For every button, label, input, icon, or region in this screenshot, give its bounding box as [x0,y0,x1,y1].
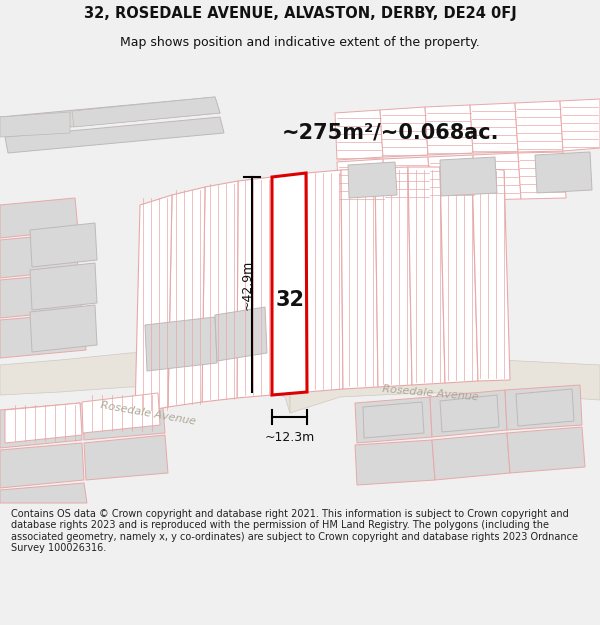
Polygon shape [348,162,397,198]
Polygon shape [505,385,582,430]
Polygon shape [337,159,386,206]
Polygon shape [432,433,510,480]
Polygon shape [428,155,476,202]
Polygon shape [82,395,165,440]
Polygon shape [30,305,97,352]
Polygon shape [72,97,220,127]
Polygon shape [5,117,224,153]
Polygon shape [363,402,424,438]
Polygon shape [0,273,82,318]
Polygon shape [30,223,97,267]
Polygon shape [0,233,78,278]
Polygon shape [375,167,412,387]
Polygon shape [515,101,563,152]
Polygon shape [0,112,70,137]
Polygon shape [135,195,172,413]
Polygon shape [0,97,220,133]
Text: ~42.9m: ~42.9m [241,259,254,309]
Polygon shape [535,152,592,193]
Polygon shape [383,157,431,203]
Polygon shape [380,107,428,157]
Polygon shape [5,403,82,443]
Polygon shape [440,157,497,196]
Text: ~12.3m: ~12.3m [265,431,314,444]
Text: Rosedale Avenue: Rosedale Avenue [100,399,196,426]
Polygon shape [560,99,600,151]
Text: Map shows position and indicative extent of the property.: Map shows position and indicative extent… [120,36,480,49]
Polygon shape [355,440,435,485]
Polygon shape [0,403,82,448]
Polygon shape [215,307,267,361]
Polygon shape [272,173,307,395]
Polygon shape [202,181,238,402]
Text: 32: 32 [275,290,305,310]
Polygon shape [0,350,290,413]
Polygon shape [518,152,566,199]
Text: 32, ROSEDALE AVENUE, ALVASTON, DERBY, DE24 0FJ: 32, ROSEDALE AVENUE, ALVASTON, DERBY, DE… [83,6,517,21]
Polygon shape [430,390,507,437]
Text: Contains OS data © Crown copyright and database right 2021. This information is : Contains OS data © Crown copyright and d… [11,509,578,553]
Text: Rosedale Avenue: Rosedale Avenue [382,384,479,402]
Polygon shape [507,427,585,473]
Polygon shape [0,198,78,238]
Polygon shape [408,167,445,385]
Polygon shape [84,435,168,480]
Polygon shape [0,313,86,358]
Polygon shape [30,263,97,310]
Polygon shape [470,103,518,153]
Polygon shape [237,177,272,398]
Polygon shape [425,105,473,155]
Polygon shape [516,389,574,426]
Polygon shape [440,395,499,432]
Polygon shape [335,110,383,160]
Polygon shape [355,397,432,443]
Polygon shape [473,153,521,200]
Polygon shape [0,483,87,503]
Polygon shape [440,167,478,383]
Text: ~275m²/~0.068ac.: ~275m²/~0.068ac. [281,123,499,143]
Polygon shape [168,187,205,407]
Polygon shape [307,170,343,392]
Polygon shape [341,168,378,389]
Polygon shape [472,168,510,381]
Polygon shape [82,393,160,433]
Polygon shape [0,443,84,488]
Polygon shape [290,360,600,413]
Polygon shape [145,317,217,371]
